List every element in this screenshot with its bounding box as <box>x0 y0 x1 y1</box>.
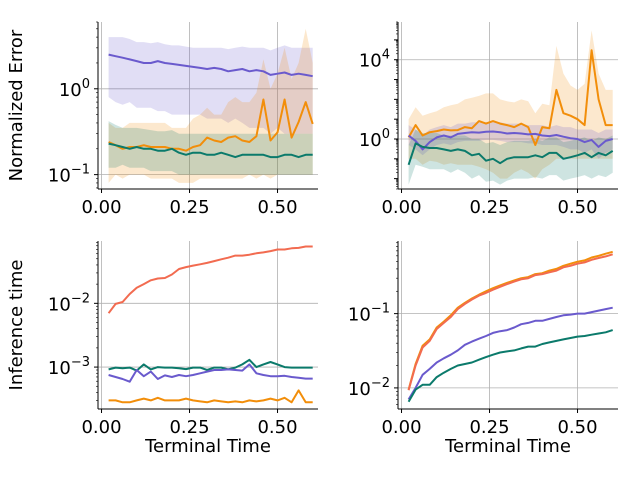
series-line-1 <box>407 253 613 391</box>
x-tick-label: 0.00 <box>381 417 421 438</box>
y-tick-label: 10−1 <box>48 163 90 187</box>
x-tick-label: 0.50 <box>557 197 597 218</box>
panel-normalized-error: 0.00 0.25 0.50 10−1 100 Normalized Error <box>6 21 318 218</box>
x-axis-label: Terminal Time <box>144 436 271 457</box>
x-tick-label: 0.25 <box>169 417 209 438</box>
series-line-1 <box>108 98 314 152</box>
series-line-0 <box>407 49 613 146</box>
y-tick-label: 100 <box>59 77 90 101</box>
y-tick-label: 104 <box>359 48 390 72</box>
series-line-0 <box>107 245 313 314</box>
x-tick-label: 0.25 <box>469 417 509 438</box>
y-tick-label: 100 <box>359 127 390 151</box>
series-line-1 <box>108 358 313 372</box>
series-band-1 <box>408 121 613 159</box>
x-tick-label: 0.25 <box>169 197 209 218</box>
x-tick-label: 0.00 <box>81 197 121 218</box>
x-tick-label: 0.50 <box>257 197 297 218</box>
y-axis-label: Inference time <box>6 260 27 391</box>
series-band-1 <box>108 28 313 183</box>
x-tick-label: 0.25 <box>469 197 509 218</box>
x-tick-label: 0.00 <box>381 197 421 218</box>
series-line-2 <box>108 142 313 159</box>
series-line-3 <box>407 329 613 403</box>
series-line-2 <box>407 142 614 166</box>
series-band-2 <box>108 121 313 175</box>
series-line-2 <box>407 306 613 400</box>
panel-inference-time: 0.00 0.25 0.50 10−3 10−2 Inference time Termin… <box>6 241 318 457</box>
x-tick-label: 0.50 <box>257 417 297 438</box>
x-tick-label: 0.00 <box>81 417 121 438</box>
series-line-0 <box>108 53 313 78</box>
y-tick-label: 10−2 <box>48 291 90 315</box>
series-line-1 <box>407 130 613 151</box>
x-axis-label: Terminal Time <box>444 436 571 457</box>
y-tick-label: 10−2 <box>348 376 390 400</box>
panel-inference-time-right: 0.00 0.25 0.50 10−2 10−1 Terminal Time <box>348 241 618 457</box>
series-band-0 <box>408 30 613 179</box>
x-tick-label: 0.50 <box>557 417 597 438</box>
y-tick-label: 10−1 <box>348 302 390 326</box>
y-tick-label: 10−3 <box>48 355 90 379</box>
series-line-2 <box>108 363 313 383</box>
series-line-3 <box>108 389 313 404</box>
y-axis-label: Normalized Error <box>6 29 27 181</box>
panel-error-right: 0.00 0.25 0.50 100 104 <box>359 21 618 218</box>
series-line-0 <box>407 250 613 390</box>
